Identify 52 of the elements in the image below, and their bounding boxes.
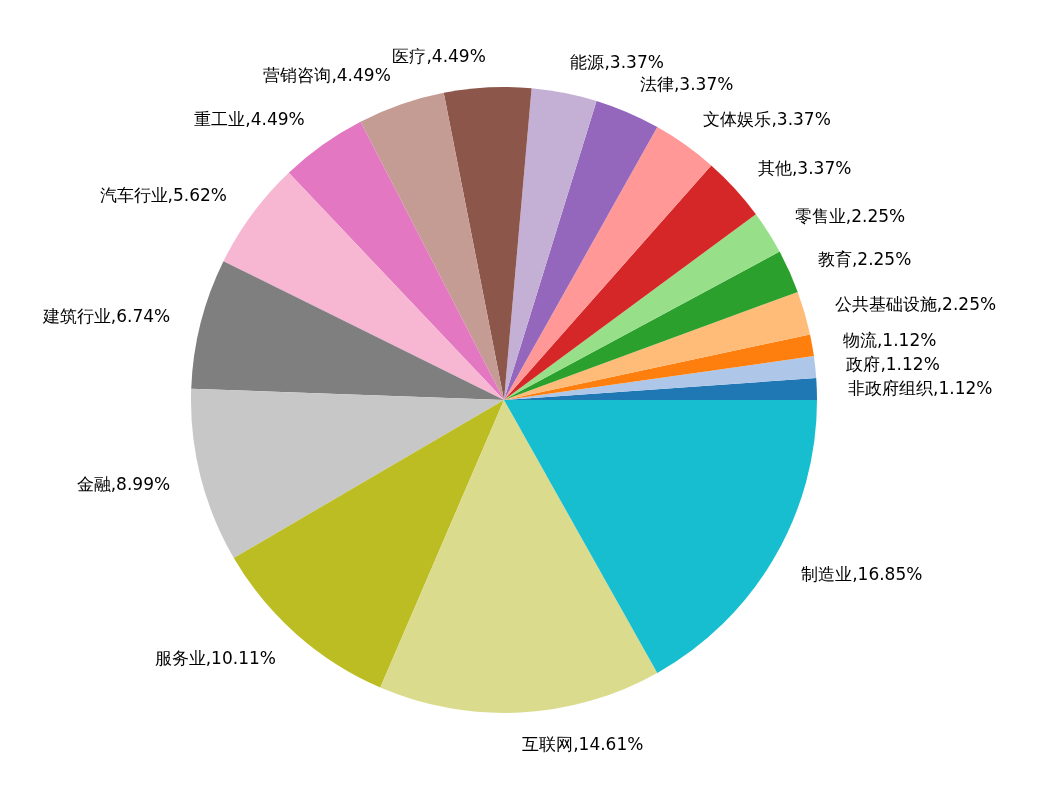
data-label: ,10.11% xyxy=(205,647,276,668)
slice-label: 文体娱乐 xyxy=(703,109,772,130)
slice-label: 其他 xyxy=(757,157,792,178)
pie-slice xyxy=(504,291,811,400)
data-label: ,4.49% xyxy=(426,46,486,67)
pie-slice xyxy=(380,400,658,713)
slice-label: 公共基础设施 xyxy=(834,294,937,315)
data-label: ,3.37% xyxy=(604,52,664,73)
slice-label: 服务业 xyxy=(154,647,206,668)
pie-slice xyxy=(191,388,504,558)
data-label: ,3.37% xyxy=(791,157,852,178)
data-label: ,8.99% xyxy=(110,474,171,495)
slice-label: 营销咨询 xyxy=(263,64,332,85)
data-label: ,16.85% xyxy=(852,563,923,584)
pie-slice xyxy=(360,92,504,400)
pie-slice xyxy=(504,251,798,400)
data-label: ,1.12% xyxy=(880,353,940,374)
slice-label: 重工业 xyxy=(194,109,246,130)
pie-slice xyxy=(504,88,597,400)
data-label: ,4.49% xyxy=(331,64,391,85)
data-label: ,2.25% xyxy=(851,248,912,269)
pie-slice xyxy=(504,100,658,400)
data-label: ,1.12% xyxy=(933,377,993,398)
pie-slice xyxy=(504,400,817,673)
slice-label: 建筑行业 xyxy=(41,305,111,326)
slice-label: 物流 xyxy=(842,329,877,350)
slice-label: 制造业 xyxy=(801,563,853,584)
pie-slice xyxy=(504,165,756,400)
data-label: ,4.49% xyxy=(245,109,305,130)
data-label: ,6.74% xyxy=(110,305,171,326)
slice-label: 能源 xyxy=(570,52,605,73)
slice-label: 政府 xyxy=(846,353,881,374)
pie-slice xyxy=(504,334,814,400)
slice-label: 零售业 xyxy=(794,205,846,226)
data-label: ,5.62% xyxy=(167,185,228,206)
pie-slice xyxy=(191,261,504,400)
slice-label: 金融 xyxy=(76,474,111,495)
data-label: ,2.25% xyxy=(845,205,906,226)
slice-label: 汽车行业 xyxy=(99,185,168,206)
slice-label: 非政府组织 xyxy=(848,377,934,398)
data-label: ,1.12% xyxy=(876,329,937,350)
pie-slice xyxy=(504,214,780,400)
pie-slice xyxy=(504,127,712,400)
slice-label: 医疗 xyxy=(392,46,427,67)
slice-label: 教育 xyxy=(817,248,852,269)
data-label: ,14.61% xyxy=(573,733,644,754)
slice-label: 法律 xyxy=(639,73,674,94)
pie-slice xyxy=(443,87,532,400)
data-label: ,2.25% xyxy=(936,294,997,315)
data-label: ,3.37% xyxy=(673,73,734,94)
slice-label: 互联网 xyxy=(522,733,574,754)
data-label: ,3.37% xyxy=(771,109,831,130)
